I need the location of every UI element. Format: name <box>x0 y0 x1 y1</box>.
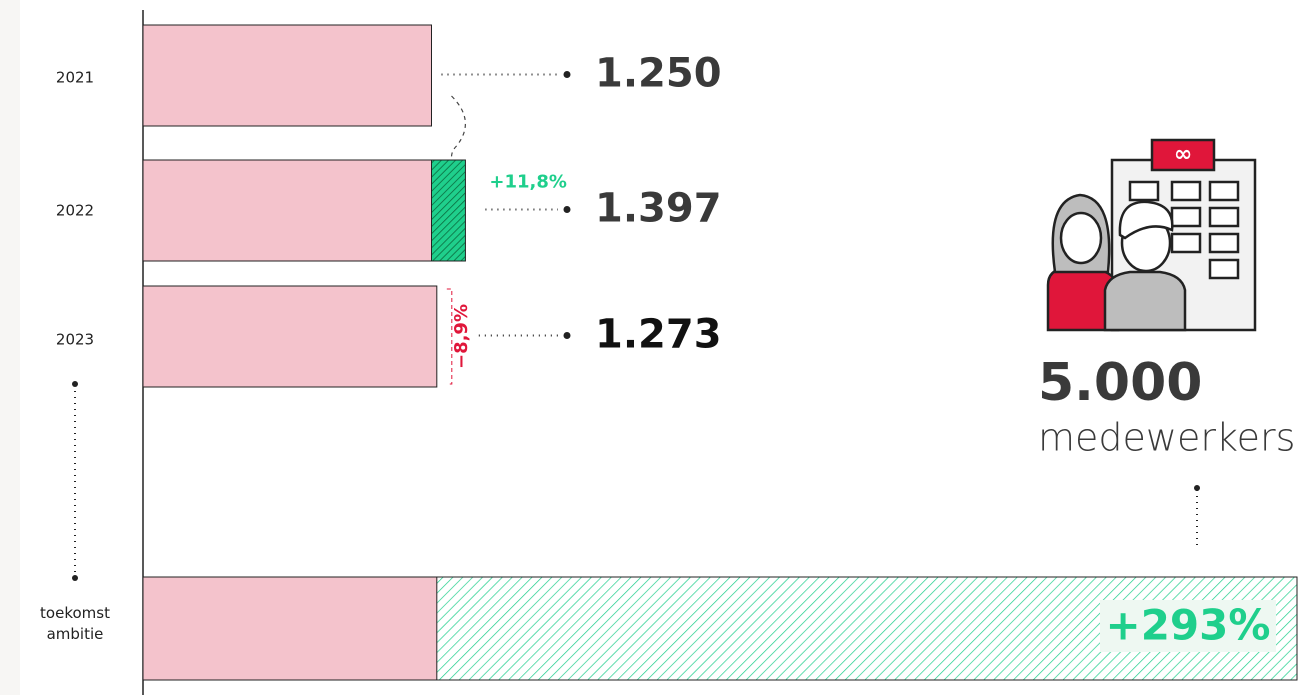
dot <box>72 381 78 387</box>
dot <box>563 71 571 78</box>
category-label: 2022 <box>55 201 95 220</box>
change-label: −8,9% <box>451 304 472 369</box>
dot <box>563 332 571 339</box>
value-label: 1.273 <box>595 312 722 358</box>
category-label: toekomst ambitie <box>40 604 110 643</box>
dot <box>72 575 78 581</box>
change-label: +11,8% <box>489 172 567 193</box>
unit-label: medewerkers <box>1038 416 1295 460</box>
change-box <box>1100 600 1276 652</box>
side-strip <box>0 0 20 695</box>
value-label: 1.397 <box>595 186 722 232</box>
change-label: +293% <box>1106 601 1271 650</box>
svg-text:∞: ∞ <box>1174 142 1192 167</box>
category-label: 2021 <box>55 68 95 87</box>
bracket <box>446 288 453 385</box>
value-label: 1.250 <box>595 51 722 97</box>
category-label: 2023 <box>55 330 95 349</box>
dot <box>1194 485 1200 491</box>
staff-icon: ∞ <box>1046 138 1257 332</box>
bar <box>142 24 432 127</box>
total-value: 5.000 <box>1038 353 1202 413</box>
dot <box>563 206 571 213</box>
bar-increase <box>431 159 466 262</box>
bar <box>142 285 438 388</box>
bar-base <box>142 576 438 681</box>
bar <box>142 159 432 262</box>
